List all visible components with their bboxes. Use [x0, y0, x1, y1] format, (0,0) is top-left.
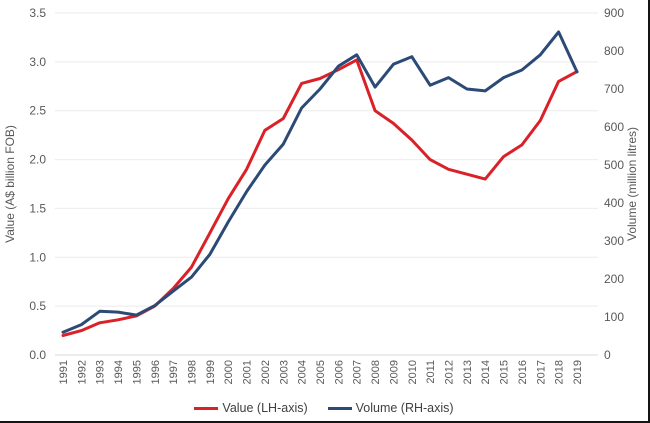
value-line — [61, 58, 579, 337]
x-axis-year-label: 2013 — [462, 360, 474, 384]
x-axis-year-label: 2001 — [242, 360, 254, 384]
left-axis-tick: 3.0 — [29, 55, 46, 69]
x-axis-year-label: 1991 — [58, 360, 70, 384]
right-axis-tick: 500 — [604, 158, 624, 172]
x-axis-year-label: 2014 — [480, 360, 492, 384]
x-axis-year-label: 2003 — [278, 360, 290, 384]
left-axis-tick: 0.5 — [29, 299, 46, 313]
left-axis-tick: 1.5 — [29, 201, 46, 215]
x-axis-year-label: 2008 — [370, 360, 382, 384]
volume-line-swatch — [327, 406, 352, 410]
x-axis-year-label: 1992 — [76, 360, 88, 384]
right-axis-tick: 100 — [604, 310, 624, 324]
x-axis-year-label: 2005 — [315, 360, 327, 384]
x-axis-year-label: 2006 — [333, 360, 345, 384]
x-axis-year-label: 1993 — [95, 360, 107, 384]
right-axis-title: Volume (million litres) — [625, 127, 639, 241]
x-axis-year-label: 2010 — [407, 360, 419, 384]
x-axis-year-label: 2007 — [352, 360, 364, 384]
left-axis-tick: 2.0 — [29, 153, 46, 167]
x-axis-year-label: 2004 — [297, 360, 309, 384]
x-axis-year-label: 2012 — [444, 360, 456, 384]
left-axis-tick: 1.0 — [29, 250, 46, 264]
x-axis-year-label: 1999 — [205, 360, 217, 384]
x-axis-year-label: 1996 — [150, 360, 162, 384]
x-axis-year-label: 1997 — [168, 360, 180, 384]
x-axis-year-label: 2015 — [499, 360, 511, 384]
legend-item-volume: Volume (RH-axis) — [327, 401, 454, 415]
right-axis-tick: 800 — [604, 44, 624, 58]
value-line-swatch — [194, 406, 219, 410]
chart-legend: Value (LH-axis) Volume (RH-axis) — [0, 401, 648, 415]
left-axis-tick: 2.5 — [29, 104, 46, 118]
left-axis-tick: 3.5 — [29, 6, 46, 20]
x-axis-year-label: 2017 — [535, 360, 547, 384]
x-axis-year-label: 1998 — [187, 360, 199, 384]
right-axis-tick: 900 — [604, 6, 624, 20]
x-axis-year-label: 2002 — [260, 360, 272, 384]
right-axis-tick: 0 — [604, 348, 611, 362]
left-axis-tick: 0.0 — [29, 348, 46, 362]
right-axis-tick: 200 — [604, 272, 624, 286]
legend-label-volume: Volume (RH-axis) — [355, 401, 454, 415]
legend-label-value: Value (LH-axis) — [222, 401, 308, 415]
x-axis-year-label: 2016 — [517, 360, 529, 384]
volume-line — [61, 30, 579, 334]
right-axis-tick: 300 — [604, 234, 624, 248]
x-axis-year-label: 1994 — [113, 360, 125, 384]
x-axis-year-label: 2019 — [572, 360, 584, 384]
right-axis-tick: 600 — [604, 120, 624, 134]
left-axis-title: Value (A$ billion FOB) — [3, 125, 17, 243]
x-axis-year-label: 2000 — [223, 360, 235, 384]
legend-item-value: Value (LH-axis) — [194, 401, 308, 415]
right-axis-tick: 700 — [604, 82, 624, 96]
x-axis-year-label: 2009 — [388, 360, 400, 384]
x-axis-year-label: 2011 — [425, 360, 437, 384]
right-axis-tick: 400 — [604, 196, 624, 210]
x-axis-year-label: 1995 — [131, 360, 143, 384]
x-axis-year-label: 2018 — [554, 360, 566, 384]
